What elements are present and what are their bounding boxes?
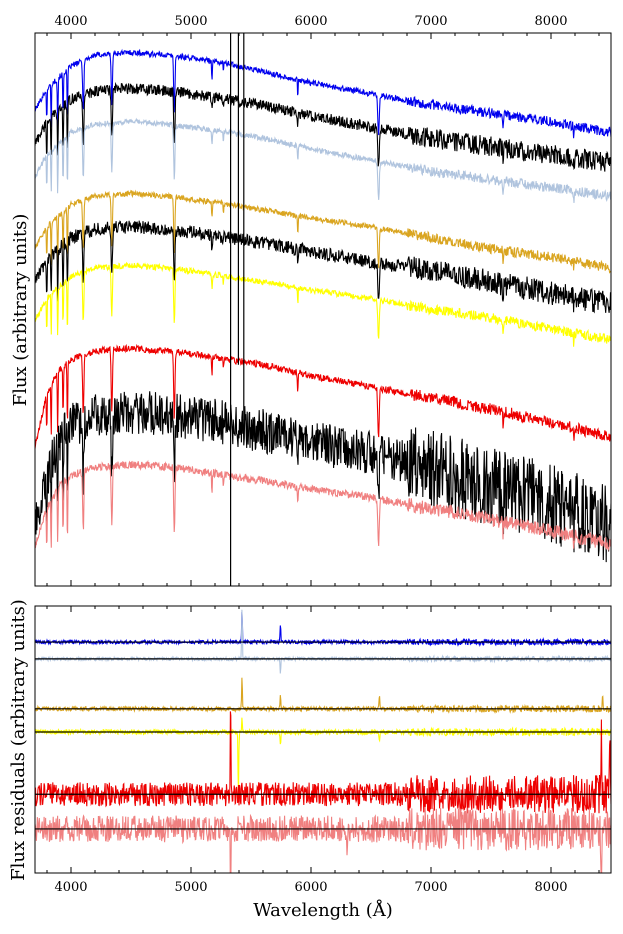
residuals-plot-area [35, 609, 611, 873]
spectra-axes-frame [34, 32, 612, 587]
spectrum-series-2 [35, 81, 611, 172]
residuals-y-axis-label: Flux residuals (arbitrary units) [8, 599, 29, 881]
spectra-x-tick-label: 6000 [294, 14, 327, 29]
residuals-x-ticks: 4000 5000 6000 7000 8000 [46, 606, 600, 895]
residuals-x-tick-label: 5000 [174, 880, 207, 895]
spectrum-series-8 [35, 391, 611, 563]
residuals-x-tick-label: 8000 [534, 880, 567, 895]
spectra-x-ticks: 4000 5000 6000 7000 8000 [46, 14, 600, 586]
spectra-x-tick-label: 8000 [534, 14, 567, 29]
spectrum-series-3 [35, 117, 611, 203]
spectra-x-tick-label: 4000 [54, 14, 87, 29]
residuals-axes-frame [34, 605, 612, 874]
spectra-plot-area [35, 33, 611, 586]
spectrum-series-5 [35, 220, 611, 314]
spectra-x-tick-label: 5000 [174, 14, 207, 29]
residuals-x-tick-label: 4000 [54, 880, 87, 895]
spectra-x-tick-label: 7000 [414, 14, 447, 29]
residuals-panel: 4000 5000 6000 7000 8000 Flux residuals (arb… [8, 599, 612, 921]
residual-series-4 [35, 717, 611, 793]
spectrum-series-4 [35, 189, 611, 274]
spectra-panel: 4000 5000 6000 7000 8000 Flux (arbitrary uni… [10, 14, 612, 587]
spectrum-series-9 [35, 459, 611, 552]
residuals-x-tick-label: 6000 [294, 880, 327, 895]
spectrum-series-7 [35, 343, 611, 449]
spectrum-series-6 [35, 261, 611, 347]
residual-series-6 [35, 807, 611, 873]
spectrum-series-1 [35, 48, 611, 139]
residual-series-1 [35, 612, 611, 647]
spectra-y-axis-label: Flux (arbitrary units) [10, 214, 31, 407]
residuals-x-tick-label: 7000 [414, 880, 447, 895]
residual-series-3 [35, 677, 611, 715]
x-axis-label: Wavelength (Å) [253, 899, 393, 921]
residual-series-5 [35, 711, 611, 814]
